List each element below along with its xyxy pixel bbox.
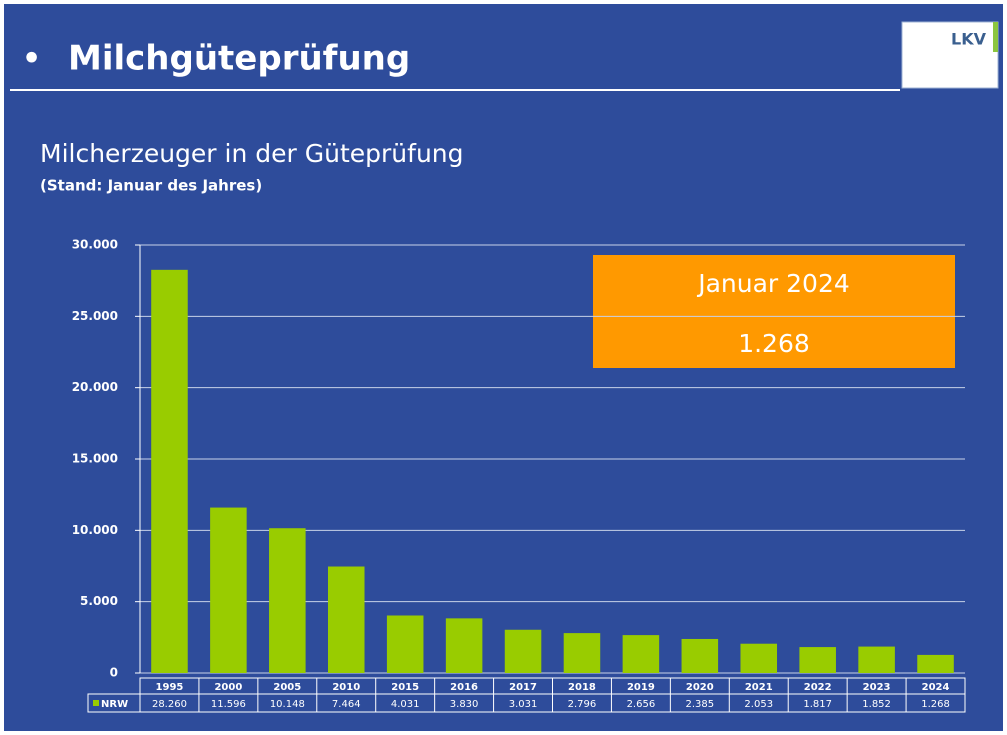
- bar: [740, 643, 778, 673]
- y-tick-label: 25.000: [72, 309, 118, 323]
- bar: [269, 528, 306, 673]
- value-label: 11.596: [211, 699, 246, 710]
- chart-subtitle: (Stand: Januar des Jahres): [40, 177, 262, 195]
- bar: [681, 638, 719, 673]
- y-tick-label: 0: [110, 666, 118, 680]
- logo-text: LKV: [951, 30, 987, 49]
- y-tick-label: 30.000: [72, 238, 118, 252]
- x-tick-label: 2017: [509, 682, 537, 693]
- bullet: •: [22, 42, 41, 77]
- value-label: 2.796: [568, 699, 597, 710]
- value-label: 2.656: [627, 699, 656, 710]
- value-label: 10.148: [270, 699, 305, 710]
- value-label: 2.053: [744, 699, 773, 710]
- value-label: 28.260: [152, 699, 187, 710]
- bar: [504, 629, 542, 673]
- y-tick-label: 10.000: [72, 523, 118, 537]
- bar: [445, 618, 483, 673]
- x-tick-label: 2010: [332, 682, 360, 693]
- value-label: 3.031: [509, 699, 538, 710]
- value-label: 1.817: [803, 699, 832, 710]
- x-tick-label: 2021: [745, 682, 773, 693]
- x-tick-label: 2018: [568, 682, 596, 693]
- annotation: 1.268: [738, 329, 810, 358]
- x-tick-label: 2024: [922, 682, 950, 693]
- x-tick-label: 2022: [804, 682, 832, 693]
- bar: [327, 566, 365, 673]
- bar: [210, 507, 247, 673]
- x-tick-label: 2016: [450, 682, 478, 693]
- x-tick-label: 2019: [627, 682, 655, 693]
- legend-swatch: [93, 700, 99, 706]
- logo-box: [901, 21, 999, 89]
- bar: [563, 633, 601, 673]
- x-tick-label: 2020: [686, 682, 714, 693]
- bar: [917, 654, 954, 673]
- bar: [799, 647, 836, 673]
- x-tick-label: 2023: [863, 682, 891, 693]
- x-tick-label: 1995: [156, 682, 184, 693]
- slide-title: Milchgüteprüfung: [68, 39, 410, 79]
- chart-title: Milcherzeuger in der Güteprüfung: [40, 139, 464, 168]
- legend-cell: [87, 693, 141, 713]
- x-tick-label: 2005: [273, 682, 301, 693]
- bar: [858, 646, 895, 673]
- value-label: 7.464: [332, 699, 361, 710]
- value-label: 3.830: [450, 699, 479, 710]
- annotation: Januar 2024: [696, 269, 850, 298]
- annotation-box: [593, 255, 955, 368]
- value-label: 1.852: [862, 699, 891, 710]
- x-tick-label: 2000: [214, 682, 242, 693]
- legend-label: NRW: [101, 699, 128, 710]
- value-label: 2.385: [686, 699, 715, 710]
- value-label: 4.031: [391, 699, 420, 710]
- bar: [151, 269, 188, 673]
- y-tick-label: 15.000: [72, 452, 118, 466]
- y-tick-label: 5.000: [80, 594, 118, 608]
- logo-accent: [993, 22, 998, 52]
- bar: [622, 635, 660, 673]
- bar: [386, 615, 424, 673]
- value-label: 1.268: [921, 699, 950, 710]
- y-tick-label: 20.000: [72, 380, 118, 394]
- x-tick-label: 2015: [391, 682, 419, 693]
